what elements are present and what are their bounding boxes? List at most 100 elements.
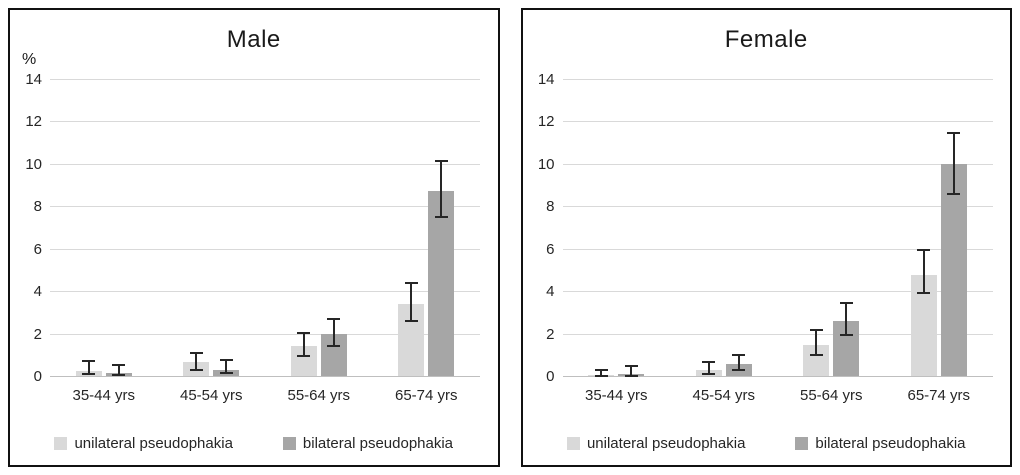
error-bar-cap-bottom: [624, 375, 638, 377]
error-bar: [815, 330, 818, 355]
error-bar: [600, 369, 603, 376]
gridline: [562, 206, 993, 208]
error-bar-cap-top: [219, 359, 233, 362]
x-axis-tick-label: 45-54 yrs: [179, 387, 243, 404]
plot-area: 0 2 4 6 8 10 12 14 35-44 yrs 45-54 yrs 55-64 yrs 65…: [25, 71, 480, 404]
chart-title: Male: [226, 26, 281, 53]
plot-area: 0 2 4 6 8 10 12 14 35-44 yrs 45-54 yrs 55-64 yrs 65…: [538, 71, 993, 404]
gridline: [50, 79, 480, 80]
gridline: [50, 376, 480, 377]
error-bar-cap-top: [624, 365, 638, 368]
unilateral-swatch-icon: [566, 437, 580, 450]
x-axis-tick-label: 45-54 yrs: [692, 387, 756, 404]
error-bar-cap-bottom: [404, 319, 418, 322]
error-bar-cap-bottom: [917, 292, 931, 295]
legend-item-unilateral: unilateral pseudophakia: [54, 435, 233, 452]
bar-bilateral: [940, 163, 967, 376]
gridline: [562, 291, 993, 293]
error-bar: [302, 332, 305, 356]
error-bar-cap-top: [839, 301, 853, 304]
x-axis-tick-label: 55-64 yrs: [799, 387, 863, 404]
error-bar: [87, 361, 90, 374]
error-bar: [707, 362, 710, 374]
error-bar-cap-bottom: [189, 368, 203, 371]
error-bar-cap-bottom: [839, 333, 853, 336]
error-bar-cap-bottom: [809, 353, 823, 356]
gridline: [50, 333, 480, 335]
x-axis-tick-label: 35-44 yrs: [584, 387, 648, 404]
x-axis-tick-label: 35-44 yrs: [72, 387, 136, 404]
gridline: [562, 248, 993, 250]
bilateral-swatch-icon: [282, 437, 296, 450]
error-bar-cap-bottom: [434, 215, 448, 218]
y-axis-tick-label: 0: [33, 368, 42, 385]
error-bar-cap-top: [297, 331, 311, 334]
error-bar-cap-bottom: [327, 345, 341, 348]
gridline: [562, 333, 993, 335]
gridline: [50, 291, 480, 293]
error-bar-cap-top: [112, 364, 126, 367]
error-bar: [440, 160, 443, 217]
gridline: [562, 79, 993, 80]
y-axis-tick-label: 4: [546, 283, 555, 301]
y-axis-tick-label: 4: [33, 283, 42, 301]
y-axis-tick-label: 6: [546, 240, 555, 258]
error-bar-cap-top: [434, 159, 448, 162]
gridline: [562, 121, 993, 123]
error-bar-cap-top: [702, 361, 716, 364]
y-axis-unit-label: %: [22, 51, 37, 68]
error-bar-cap-bottom: [947, 192, 961, 195]
error-bar: [737, 354, 740, 370]
y-axis-tick-label: 2: [546, 325, 555, 343]
error-bar-cap-top: [327, 317, 341, 320]
error-bar: [117, 365, 120, 375]
error-bar-cap-bottom: [594, 375, 608, 377]
error-bar: [410, 282, 413, 321]
unilateral-swatch-icon: [54, 437, 68, 450]
gridline: [50, 248, 480, 250]
error-bar-cap-bottom: [82, 372, 96, 375]
error-bar-cap-bottom: [112, 373, 126, 376]
error-bar: [630, 366, 633, 376]
error-bar: [922, 249, 925, 294]
x-axis-tick-label: 65-74 yrs: [907, 387, 971, 404]
legend: unilateral pseudophakia bilateral pseudo…: [523, 435, 1011, 452]
legend-item-bilateral: bilateral pseudophakia: [795, 435, 966, 452]
y-axis-tick-label: 2: [33, 325, 42, 343]
female-chart-panel: Female 0 2 4 6 8 10 12 14 35-44 yrs 45-54 yrs 55-6…: [520, 8, 1012, 467]
error-bar-cap-top: [82, 360, 96, 363]
y-axis-tick-label: 6: [33, 240, 42, 258]
y-axis-tick-label: 14: [25, 71, 42, 88]
gridline: [50, 163, 480, 165]
gridline: [562, 163, 993, 165]
legend-label-bilateral: bilateral pseudophakia: [815, 435, 966, 452]
legend-item-bilateral: bilateral pseudophakia: [282, 435, 453, 452]
gridline: [50, 121, 480, 123]
gridline: [562, 376, 993, 377]
error-bar-cap-bottom: [297, 354, 311, 357]
error-bar-cap-bottom: [219, 371, 233, 374]
legend-label-unilateral: unilateral pseudophakia: [586, 435, 746, 452]
y-axis-tick-label: 12: [25, 113, 42, 131]
bar-bilateral: [428, 191, 455, 376]
y-axis-tick-label: 12: [537, 113, 555, 131]
legend-label-unilateral: unilateral pseudophakia: [74, 435, 233, 452]
legend: unilateral pseudophakia bilateral pseudo…: [10, 435, 498, 452]
y-axis-tick-label: 14: [537, 71, 555, 88]
error-bar-cap-bottom: [732, 368, 746, 371]
error-bar-cap-top: [594, 368, 608, 371]
legend-item-unilateral: unilateral pseudophakia: [566, 435, 746, 452]
error-bar: [195, 352, 198, 370]
bilateral-swatch-icon: [795, 437, 809, 450]
error-bar-cap-top: [947, 132, 961, 135]
error-bar-cap-bottom: [702, 372, 716, 375]
error-bar: [225, 360, 228, 373]
error-bar-cap-top: [404, 281, 418, 284]
y-axis-tick-label: 0: [546, 368, 555, 385]
error-bar: [952, 133, 955, 194]
x-axis-tick-label: 65-74 yrs: [394, 387, 458, 404]
error-bar: [332, 318, 335, 347]
y-axis-tick-label: 10: [537, 155, 555, 173]
x-axis-tick-label: 55-64 yrs: [287, 387, 351, 404]
